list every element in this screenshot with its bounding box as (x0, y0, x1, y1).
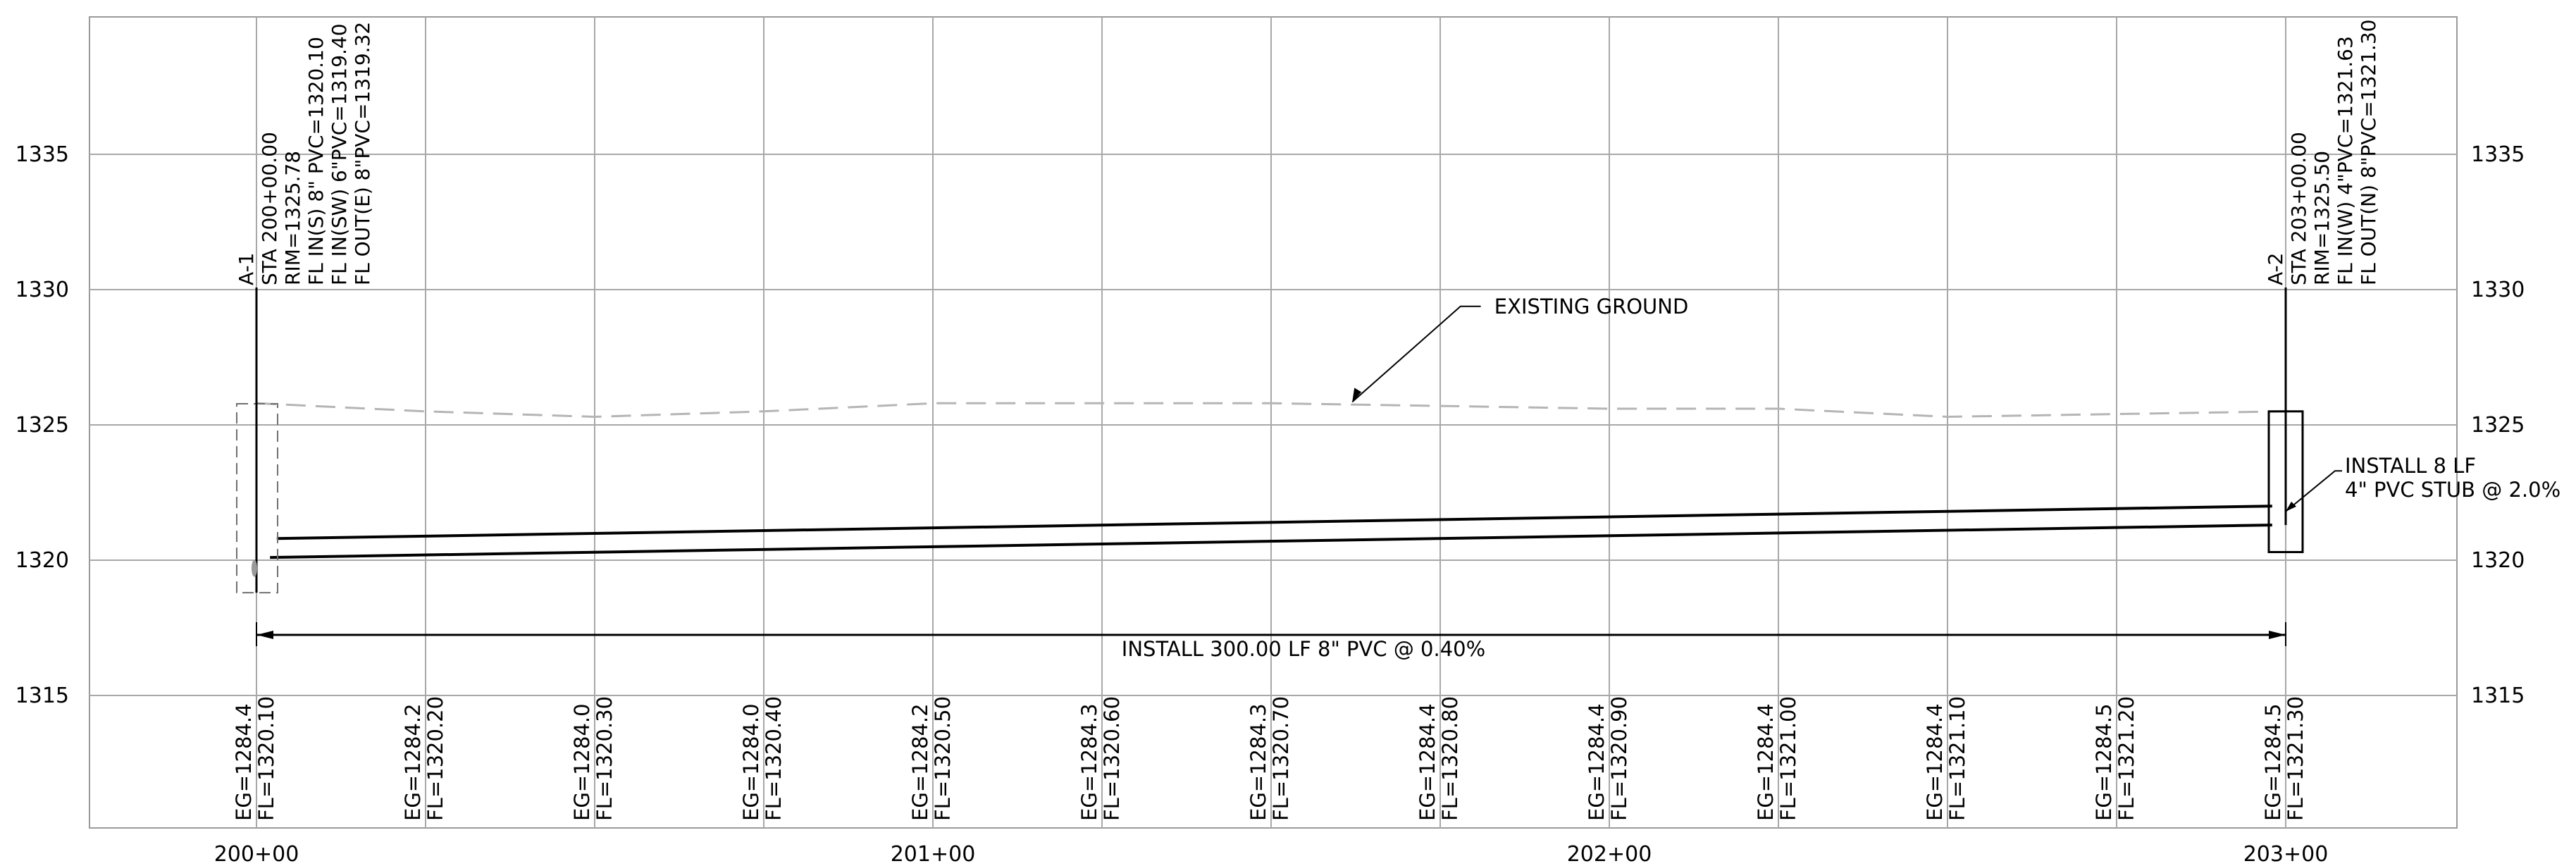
station-label: 202+00 (1567, 842, 1652, 866)
existing-ground-label: EXISTING GROUND (1494, 295, 1689, 318)
elevation-label-right: 1315 (2471, 683, 2525, 708)
manhole-a1-label: RIM=1325.78 (281, 151, 304, 285)
pipe-invert-line (270, 524, 2272, 559)
labels: 1335 1335 1330 1330 1325 1325 1320 1320 1315 1315… (16, 20, 2561, 866)
eg-label: EG=1284.4 (1923, 703, 1947, 821)
manhole-a2-label: FL IN(W) 4"PVC=1321.63 (2334, 36, 2357, 285)
fl-label: FL=1320.50 (931, 696, 955, 821)
fl-label: FL=1320.70 (1269, 696, 1293, 821)
eg-label: EG=1284.4 (1754, 703, 1778, 821)
stub-label-line2: 4" PVC STUB @ 2.0% (2345, 478, 2560, 502)
stub-arrowhead (2286, 501, 2296, 512)
station-label: 200+00 (214, 842, 299, 866)
elevation-label-left: 1320 (16, 548, 69, 573)
station-label: 201+00 (891, 842, 976, 866)
eg-label: EG=1284.4 (232, 703, 256, 821)
fl-label: FL=1321.10 (1945, 696, 1969, 821)
existing-ground-profile (256, 305, 2286, 419)
existing-ground-line (256, 402, 2286, 419)
manhole-a2-label: FL OUT(N) 8"PVC=1321.30 (2357, 20, 2380, 285)
manholes (236, 287, 2304, 594)
eg-label: EG=1284.3 (1246, 703, 1270, 821)
stub-label-line1: INSTALL 8 LF (2345, 454, 2476, 478)
grid (89, 16, 2458, 829)
pipe-profile (270, 470, 2342, 559)
elevation-label-left: 1330 (16, 278, 69, 302)
fl-label: FL=1321.20 (2114, 696, 2138, 821)
dimension-line (256, 622, 2286, 646)
elevation-label-right: 1320 (2471, 548, 2525, 573)
fl-label: FL=1320.80 (1438, 696, 1462, 821)
fl-label: FL=1320.90 (1607, 696, 1631, 821)
manhole-a2-label: A-2 (2264, 253, 2287, 285)
manhole-a2-label: STA 203+00.00 (2287, 132, 2310, 285)
elevation-label-left: 1335 (16, 142, 69, 167)
install-pipe-label: INSTALL 300.00 LF 8" PVC @ 0.40% (1122, 637, 1485, 661)
eg-label: EG=1284.5 (2092, 703, 2116, 821)
eg-label: EG=1284.2 (401, 703, 425, 821)
station-label: 203+00 (2243, 842, 2329, 866)
dimension-arrow-right (2269, 631, 2286, 639)
fl-label: FL=1320.10 (254, 696, 278, 821)
fl-label: FL=1320.30 (593, 696, 617, 821)
grid-frame (89, 16, 2458, 829)
fl-label: FL=1320.40 (762, 696, 786, 821)
fl-label: FL=1321.00 (1776, 696, 1800, 821)
pipe-crown-line (276, 505, 2272, 540)
eg-label: EG=1284.0 (739, 703, 763, 821)
manhole-a1-label: FL OUT(E) 8"PVC=1319.32 (351, 22, 374, 285)
manhole-a1-label: FL IN(SW) 6"PVC=1319.40 (328, 23, 351, 285)
elevation-label-right: 1325 (2471, 413, 2525, 438)
manhole-a1-label: FL IN(S) 8" PVC=1320.10 (304, 37, 328, 285)
eg-label: EG=1284.4 (1585, 703, 1609, 821)
elevation-label-left: 1325 (16, 413, 69, 438)
eg-label: EG=1284.4 (1416, 703, 1439, 821)
dimension-arrow-left (256, 631, 273, 639)
eg-label: EG=1284.0 (570, 703, 594, 821)
fl-label: FL=1320.60 (1100, 696, 1124, 821)
eg-label: EG=1284.5 (2261, 703, 2285, 821)
elevation-label-right: 1330 (2471, 278, 2525, 302)
eg-label: EG=1284.3 (1077, 703, 1101, 821)
manhole-a1-label: A-1 (235, 253, 258, 285)
fl-label: FL=1320.20 (423, 696, 447, 821)
manhole-a2-label: RIM=1325.50 (2310, 151, 2334, 285)
manhole-a1-inlet (252, 559, 257, 577)
elevation-label-right: 1335 (2471, 142, 2525, 167)
fl-label: FL=1321.30 (2284, 696, 2308, 821)
manhole-a1-label: STA 200+00.00 (258, 132, 281, 285)
existing-ground-leader (1351, 305, 1481, 403)
existing-ground-arrowhead (1352, 388, 1362, 402)
eg-label: EG=1284.2 (908, 703, 932, 821)
elevation-label-left: 1315 (16, 683, 69, 708)
